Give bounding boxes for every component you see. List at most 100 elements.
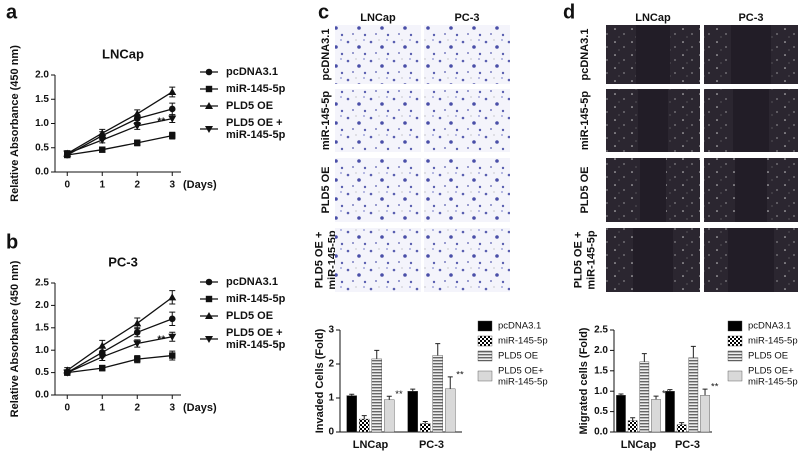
error-bar xyxy=(349,393,355,396)
error-bar xyxy=(653,395,659,400)
marker xyxy=(99,364,106,372)
marker xyxy=(134,355,141,363)
y-tick-label: 0.5 xyxy=(35,142,49,153)
y-axis-label: Relative Absorbance (450 nm) xyxy=(9,45,21,202)
series xyxy=(63,290,177,374)
legend-swatch xyxy=(477,350,493,362)
micrograph xyxy=(424,89,510,152)
legend-label: PLD5 OE xyxy=(226,100,273,112)
legend-marker xyxy=(205,295,213,303)
error-bar xyxy=(374,349,380,359)
marker xyxy=(133,328,141,336)
y-tick-label: 1.5 xyxy=(594,365,608,376)
x-tick-label: PC-3 xyxy=(675,439,700,451)
series-line xyxy=(66,318,173,374)
marker xyxy=(134,139,141,147)
chart-title: PC-3 xyxy=(108,254,138,269)
bar xyxy=(407,391,418,433)
error-bar xyxy=(667,389,673,392)
wound-gap xyxy=(633,228,673,292)
marker xyxy=(98,136,107,144)
series-line xyxy=(66,108,173,156)
bar xyxy=(384,399,395,433)
marker xyxy=(99,146,106,153)
y-tick-label: 0.0 xyxy=(594,427,608,438)
bar xyxy=(371,358,382,433)
x-tick-label: 3 xyxy=(169,180,175,191)
micrograph xyxy=(424,158,510,222)
row-label: miR-145-5p xyxy=(320,91,332,151)
y-axis-label: Relative Absorbance (450 nm) xyxy=(9,260,21,417)
x-tick-label: 3 xyxy=(169,403,175,414)
wound-gap xyxy=(735,158,767,222)
bar xyxy=(445,388,456,433)
y-tick-label: 2.0 xyxy=(35,300,49,311)
legend-swatch xyxy=(727,350,743,362)
legend-label: PLD5 OE+ miR-145-5p xyxy=(748,365,798,387)
series-line xyxy=(66,91,173,155)
legend-label: PLD5 OE + miR-145-5p xyxy=(226,117,286,141)
micrograph xyxy=(335,25,421,84)
marker xyxy=(63,150,72,158)
micrograph xyxy=(424,25,510,84)
bar xyxy=(432,355,443,433)
y-tick-label: 1.5 xyxy=(35,322,49,333)
y-tick-label: 3 xyxy=(328,325,334,336)
legend-marker xyxy=(205,336,213,343)
marker xyxy=(168,293,177,301)
bar xyxy=(346,395,357,433)
wound-gap xyxy=(733,89,769,152)
y-tick-label: 1.0 xyxy=(594,386,608,397)
legend-marker xyxy=(205,85,213,93)
panel-letter: d xyxy=(563,1,575,23)
bar xyxy=(616,395,626,433)
error-bar xyxy=(630,417,636,421)
legend-label: pcDNA3.1 xyxy=(748,321,791,332)
series-line xyxy=(66,296,173,371)
wound-gap xyxy=(636,25,670,84)
legend-label: PLD5 OE xyxy=(748,351,788,362)
error-bar xyxy=(618,393,624,396)
micrograph xyxy=(335,89,421,152)
series-line xyxy=(67,118,173,155)
annotation: ** xyxy=(157,334,165,345)
row-label: PLD5 OE +miR-145-5p xyxy=(313,230,338,290)
micrograph xyxy=(335,228,421,292)
x-tick-label: 2 xyxy=(134,180,140,191)
row-label: PLD5 OE +miR-145-5p xyxy=(572,230,597,290)
error-bar xyxy=(641,353,647,362)
y-tick-label: 0 xyxy=(328,427,334,438)
legend-label: miR-145-5p xyxy=(226,83,286,95)
marker xyxy=(98,353,107,361)
series-line xyxy=(67,134,173,156)
legend-label: pcDNA3.1 xyxy=(226,276,278,288)
annotation: ** xyxy=(395,389,403,400)
y-tick-label: 2 xyxy=(328,359,334,370)
column-header: PC-3 xyxy=(454,12,479,24)
y-tick-label: 1.0 xyxy=(35,118,49,129)
marker xyxy=(133,109,142,117)
bar xyxy=(688,357,699,433)
legend-label: miR-145-5p xyxy=(226,293,286,305)
marker xyxy=(133,122,142,130)
y-tick-label: 0.0 xyxy=(35,390,49,401)
y-axis-label: Migrated cells (Fold) xyxy=(578,327,590,434)
marker xyxy=(133,115,141,122)
legend-label: miR-145-5p xyxy=(498,336,548,347)
x-tick-label: 1 xyxy=(99,403,105,414)
marker xyxy=(168,333,177,341)
x-tick-label: 1 xyxy=(99,180,105,191)
error-bar xyxy=(422,420,428,424)
x-tick-label: LNCap xyxy=(621,439,657,451)
micrograph xyxy=(335,158,421,222)
y-axis-label: Invaded Cells (Fold) xyxy=(314,328,326,433)
bar xyxy=(700,395,710,433)
legend-swatch xyxy=(477,370,493,382)
error-bar xyxy=(410,388,416,392)
bar xyxy=(359,418,370,433)
annotation: ** xyxy=(456,369,464,380)
y-tick-label: 2.0 xyxy=(35,70,49,81)
legend-label: PLD5 OE + miR-145-5p xyxy=(226,327,286,351)
error-bar xyxy=(690,345,696,358)
wound-gap xyxy=(728,228,774,292)
